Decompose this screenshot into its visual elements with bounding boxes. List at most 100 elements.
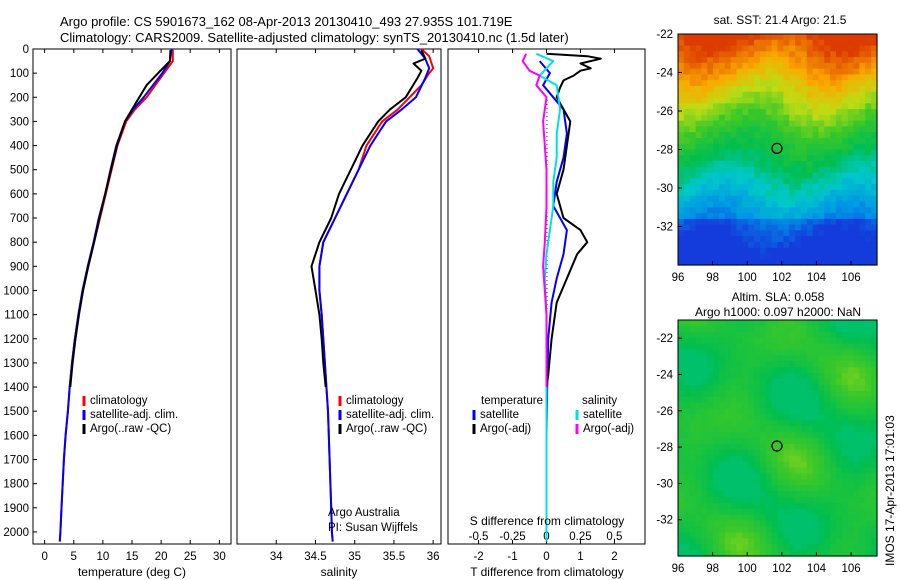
map-cell bbox=[701, 62, 708, 70]
map-cell bbox=[865, 343, 872, 351]
map-cell bbox=[724, 103, 732, 110]
map-cell bbox=[853, 91, 861, 99]
map-cell bbox=[824, 195, 831, 203]
map-cell bbox=[818, 349, 825, 356]
map-cell bbox=[818, 485, 825, 492]
map-cell bbox=[783, 325, 790, 333]
map-cell bbox=[800, 91, 808, 99]
map-cell bbox=[847, 74, 855, 81]
map-cell bbox=[789, 420, 796, 427]
map-cell bbox=[859, 39, 866, 47]
map-cell bbox=[683, 103, 691, 110]
map-cell bbox=[824, 502, 831, 510]
map-cell bbox=[789, 103, 796, 110]
map-cell bbox=[689, 241, 697, 249]
map-cell bbox=[701, 432, 708, 439]
map-cell bbox=[701, 236, 708, 243]
x-tick-label: 30 bbox=[213, 551, 226, 563]
sla-map-title-1: Altim. SLA: 0.058 bbox=[732, 290, 825, 304]
map-cell bbox=[759, 241, 767, 249]
map-cell bbox=[789, 343, 796, 351]
map-cell bbox=[830, 520, 837, 528]
map-cell bbox=[812, 224, 820, 231]
map-cell bbox=[730, 149, 738, 156]
map-cell bbox=[783, 426, 790, 433]
map-cell bbox=[730, 432, 738, 439]
map-cell bbox=[736, 161, 743, 168]
map-cell bbox=[736, 390, 743, 398]
map-cell bbox=[765, 479, 773, 486]
map-cell bbox=[724, 390, 732, 398]
map-cell bbox=[824, 520, 831, 528]
map-cell bbox=[771, 189, 779, 197]
map-cell bbox=[841, 325, 849, 333]
map-cell bbox=[701, 414, 708, 421]
map-cell bbox=[847, 443, 855, 451]
map-cell bbox=[865, 236, 872, 243]
map-cell bbox=[713, 68, 720, 76]
map-cell bbox=[847, 207, 855, 214]
map-cell bbox=[777, 224, 784, 231]
map-cell bbox=[853, 126, 861, 133]
map-cell bbox=[818, 259, 825, 266]
map-cell bbox=[830, 384, 837, 392]
map-cell bbox=[800, 259, 808, 266]
map-cell bbox=[847, 325, 855, 333]
map-cell bbox=[865, 230, 872, 237]
map-cell bbox=[689, 149, 697, 156]
map-cell bbox=[783, 253, 790, 260]
map-cell bbox=[841, 34, 849, 41]
map-cell bbox=[707, 172, 714, 179]
map-cell bbox=[795, 126, 802, 133]
map-cell bbox=[678, 74, 685, 81]
map-cell bbox=[789, 195, 796, 203]
map-cell bbox=[765, 361, 773, 368]
map-cell bbox=[713, 201, 720, 208]
map-cell bbox=[718, 68, 726, 76]
map-cell bbox=[853, 461, 861, 469]
map-cell bbox=[847, 178, 855, 185]
map-cell bbox=[871, 195, 878, 203]
map-cell bbox=[865, 207, 872, 214]
map-cell bbox=[783, 207, 790, 214]
map-cell bbox=[771, 132, 779, 139]
map-cell bbox=[701, 438, 708, 445]
map-cell bbox=[859, 438, 866, 445]
map-cell bbox=[695, 461, 703, 469]
map-cell bbox=[795, 45, 802, 52]
map-cell bbox=[713, 508, 720, 516]
series-line bbox=[318, 48, 431, 542]
x-tick-label: 5 bbox=[71, 551, 77, 563]
map-cell bbox=[707, 103, 714, 110]
map-cell bbox=[713, 532, 720, 539]
map-cell bbox=[806, 426, 814, 433]
map-cell bbox=[765, 526, 773, 533]
map-cell bbox=[754, 213, 761, 220]
map-cell bbox=[683, 396, 691, 404]
map-cell bbox=[736, 426, 743, 433]
map-cell bbox=[683, 485, 691, 492]
map-cell bbox=[724, 241, 732, 249]
map-cell bbox=[818, 355, 825, 362]
map-cell bbox=[759, 467, 767, 474]
map-cell bbox=[830, 143, 837, 151]
map-cell bbox=[777, 373, 784, 380]
map-cell bbox=[806, 408, 814, 415]
map-cell bbox=[683, 384, 691, 392]
map-cell bbox=[754, 184, 761, 191]
map-cell bbox=[841, 68, 849, 76]
map-cell bbox=[818, 97, 825, 104]
map-cell bbox=[748, 91, 755, 99]
map-cell bbox=[812, 390, 820, 398]
map-cell bbox=[836, 51, 843, 58]
map-cell bbox=[818, 320, 825, 327]
map-cell bbox=[847, 91, 855, 99]
map-cell bbox=[713, 343, 720, 351]
map-cell bbox=[701, 103, 708, 110]
map-cell bbox=[678, 218, 685, 226]
map-cell bbox=[824, 390, 831, 398]
map-cell bbox=[824, 485, 831, 492]
map-cell bbox=[742, 201, 749, 208]
map-cell bbox=[718, 195, 726, 203]
map-cell bbox=[701, 491, 708, 498]
